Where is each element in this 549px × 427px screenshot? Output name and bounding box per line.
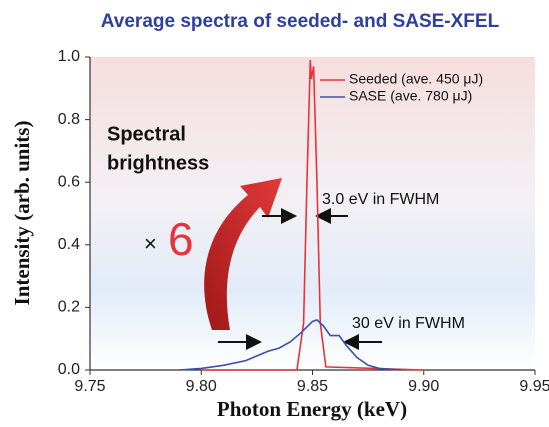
legend-label: SASE (ave. 780 μJ): [349, 88, 472, 104]
series-line: [178, 319, 402, 371]
annotation: brightness: [107, 152, 209, 174]
x-tick-label: 9.95: [519, 378, 549, 395]
x-tick-label: 9.90: [408, 378, 439, 395]
y-tick-label: 0.6: [58, 173, 80, 190]
annotation: 6: [168, 213, 194, 265]
x-tick-label: 9.80: [186, 378, 217, 395]
plot-background: [90, 57, 535, 370]
annotation: ×: [144, 231, 157, 256]
legend-label: Seeded (ave. 450 μJ): [349, 71, 483, 87]
y-tick-label: 0.2: [58, 299, 80, 316]
y-tick-label: 0.4: [58, 236, 80, 253]
x-tick-label: 9.75: [74, 378, 105, 395]
annotation: Spectral: [107, 123, 186, 145]
chart-title: Average spectra of seeded- and SASE-XFEL: [101, 11, 500, 32]
annotation: 30 eV in FWHM: [352, 315, 465, 332]
series-line: [201, 60, 424, 371]
y-tick-label: 1.0: [58, 48, 80, 65]
x-tick-label: 9.85: [297, 378, 328, 395]
brightness-arrow: [204, 178, 282, 330]
annotation: 3.0 eV in FWHM: [322, 191, 439, 208]
x-axis-title: Photon Energy (keV): [217, 397, 407, 421]
y-tick-label: 0.0: [58, 361, 80, 378]
y-axis-title: Intensity (arb. units): [10, 121, 34, 306]
y-tick-label: 0.8: [58, 111, 80, 128]
